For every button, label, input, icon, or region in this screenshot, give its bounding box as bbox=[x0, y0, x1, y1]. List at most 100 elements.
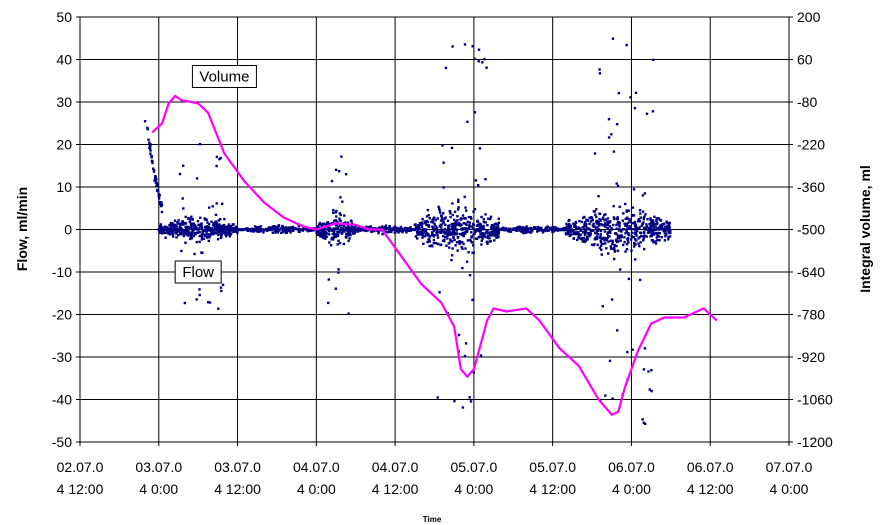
flow-point bbox=[611, 240, 614, 244]
flow-point bbox=[397, 228, 400, 231]
flow-point bbox=[494, 226, 498, 229]
flow-point bbox=[606, 237, 609, 240]
flow-point bbox=[651, 222, 654, 225]
flow-point bbox=[204, 218, 207, 221]
flow-point bbox=[283, 227, 286, 231]
flow-point bbox=[450, 231, 453, 234]
flow-point bbox=[625, 222, 628, 226]
flow-point bbox=[554, 229, 557, 232]
flow-point bbox=[352, 227, 355, 230]
flow-point bbox=[330, 238, 333, 241]
flow-point bbox=[651, 228, 655, 232]
flow-point bbox=[449, 215, 452, 219]
flow-point bbox=[472, 233, 475, 237]
flow-point bbox=[606, 232, 609, 236]
flow-point bbox=[211, 205, 214, 208]
flow-point bbox=[174, 224, 177, 227]
flow-point bbox=[168, 223, 171, 227]
flow-point bbox=[502, 226, 505, 229]
flow-point bbox=[456, 241, 459, 244]
flow-point bbox=[449, 238, 452, 241]
flow-point bbox=[567, 227, 571, 231]
flow-point bbox=[353, 231, 357, 234]
flow-point bbox=[423, 229, 427, 232]
flow-point bbox=[629, 96, 632, 99]
flow-point bbox=[647, 370, 650, 373]
flow-point bbox=[653, 233, 656, 236]
flow-point bbox=[437, 205, 440, 209]
flow-point bbox=[482, 218, 485, 221]
flow-point bbox=[481, 233, 484, 237]
flow-point bbox=[576, 227, 579, 230]
flow-point bbox=[448, 210, 452, 213]
flow-point bbox=[446, 237, 449, 240]
flow-point bbox=[459, 232, 462, 236]
flow-point bbox=[592, 222, 595, 225]
flow-point bbox=[581, 226, 584, 229]
flow-point bbox=[416, 233, 419, 236]
flow-point bbox=[341, 200, 344, 203]
right-tick-label: -360 bbox=[797, 179, 825, 195]
flow-point bbox=[604, 242, 607, 245]
flow-point bbox=[609, 239, 613, 242]
flow-point bbox=[482, 224, 485, 228]
flow-point bbox=[433, 216, 436, 219]
flow-point bbox=[584, 224, 588, 228]
flow-point bbox=[602, 216, 605, 219]
flow-point bbox=[433, 222, 436, 226]
flow-point bbox=[454, 220, 458, 224]
flow-point bbox=[186, 227, 189, 230]
flow-point bbox=[404, 228, 407, 232]
flow-point bbox=[182, 207, 185, 210]
flow-point bbox=[350, 225, 354, 228]
flow-point bbox=[616, 237, 620, 240]
flow-point bbox=[596, 243, 599, 246]
flow-point bbox=[257, 230, 261, 233]
flow-point bbox=[645, 235, 648, 238]
flow-point bbox=[340, 155, 343, 158]
x-tick-label: 05.07.0 bbox=[529, 459, 576, 475]
flow-point bbox=[151, 161, 154, 165]
flow-point bbox=[431, 245, 434, 248]
flow-point bbox=[147, 138, 150, 141]
flow-point bbox=[656, 235, 659, 238]
flow-point bbox=[236, 231, 239, 235]
flow-point bbox=[343, 214, 346, 217]
flow-point bbox=[176, 228, 179, 231]
flow-point bbox=[637, 242, 640, 245]
flow-point bbox=[630, 231, 634, 234]
flow-point bbox=[615, 244, 618, 248]
annotation-flow: Flow bbox=[174, 260, 222, 284]
flow-point bbox=[512, 227, 515, 231]
flow-point bbox=[654, 242, 658, 245]
flow-point bbox=[420, 230, 423, 233]
flow-point bbox=[426, 232, 429, 235]
flow-point bbox=[316, 231, 320, 234]
flow-point bbox=[645, 112, 649, 115]
flow-point bbox=[366, 229, 369, 232]
flow-point bbox=[405, 231, 408, 234]
flow-point bbox=[478, 230, 481, 233]
flow-point bbox=[638, 209, 642, 212]
flow-point bbox=[166, 227, 170, 231]
flow-point bbox=[524, 229, 528, 232]
flow-point bbox=[440, 215, 443, 218]
flow-point bbox=[612, 223, 615, 227]
flow-point bbox=[525, 225, 528, 228]
flow-point bbox=[572, 232, 575, 236]
flow-point bbox=[454, 244, 457, 247]
flow-point bbox=[216, 238, 220, 241]
flow-point bbox=[186, 234, 190, 237]
flow-point bbox=[484, 178, 487, 181]
flow-point bbox=[598, 218, 601, 221]
flow-point bbox=[178, 225, 182, 228]
right-tick-label: -920 bbox=[797, 349, 825, 365]
flow-point bbox=[177, 230, 180, 233]
flow-point bbox=[416, 229, 420, 232]
flow-point bbox=[150, 154, 153, 158]
x-tick-label: 4 12:00 bbox=[57, 481, 104, 497]
flow-point bbox=[612, 150, 616, 153]
flow-point bbox=[332, 208, 335, 212]
flow-point bbox=[667, 235, 670, 239]
flow-point bbox=[638, 244, 641, 248]
